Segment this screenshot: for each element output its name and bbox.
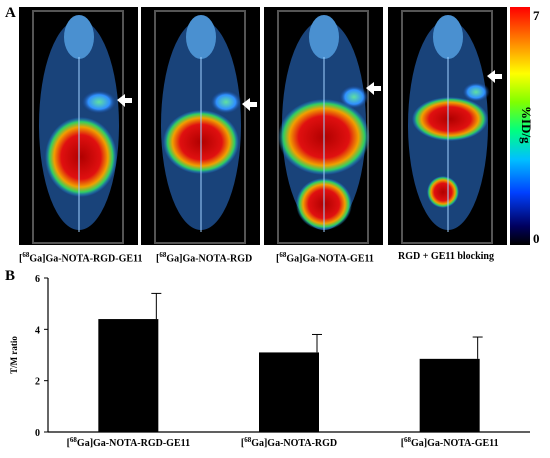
scan-caption-4: RGD + GE11 blocking <box>398 251 494 262</box>
scan-caption-1: [68Ga]Ga-NOTA-RGD-GE11 <box>19 251 143 265</box>
x-tick-label: [68Ga]Ga-NOTA-RGD-GE11 <box>67 436 191 449</box>
pet-ct-scan-1 <box>19 7 138 245</box>
bar <box>419 358 480 432</box>
pet-ct-scan-4 <box>388 7 507 245</box>
arrow-icon <box>242 98 257 111</box>
colorbar-min-label: 0 <box>533 231 540 246</box>
y-tick-label: 6 <box>35 274 40 285</box>
bar <box>259 352 319 432</box>
panel-a-label: A <box>5 5 16 21</box>
arrow-overlay <box>117 70 502 111</box>
y-tick-label: 2 <box>35 377 40 388</box>
colorbar <box>510 7 530 245</box>
x-tick-label: [68Ga]Ga-NOTA-GE11 <box>401 436 499 449</box>
y-tick-label: 4 <box>35 325 40 336</box>
pet-ct-scan-2 <box>141 7 260 245</box>
bar <box>98 319 159 432</box>
y-axis-label: T/M ratio <box>9 336 19 374</box>
bar-chart: 0 2 4 6 T/M ratio [68Ga]Ga-NOTA-RGD-GE11 [68Ga… <box>9 274 530 449</box>
panel-b-label: B <box>5 268 16 284</box>
arrow-icon <box>117 94 132 107</box>
pet-ct-scan-3 <box>264 7 383 245</box>
arrow-icon <box>487 70 502 83</box>
scan-caption-2: [68Ga]Ga-NOTA-RGD <box>156 251 253 265</box>
x-tick-label: [68Ga]Ga-NOTA-RGD <box>241 436 337 449</box>
arrow-icon <box>366 82 381 95</box>
scan-caption-3: [68Ga]Ga-NOTA-GE11 <box>276 251 374 265</box>
y-tick-label: 0 <box>35 428 40 439</box>
colorbar-max-label: 7 <box>533 8 540 23</box>
